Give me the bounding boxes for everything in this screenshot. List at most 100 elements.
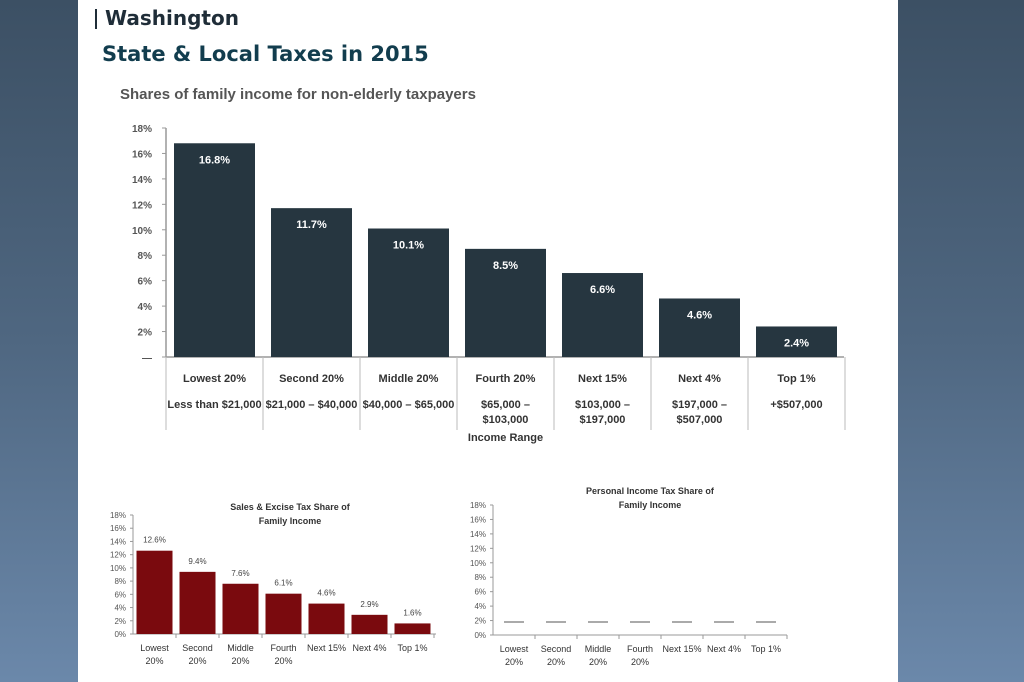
- y-tick-label: 4%: [474, 602, 486, 611]
- header-accent-bar: [95, 9, 97, 29]
- category-label: Top 1%: [751, 644, 781, 654]
- income-range-label: $197,000 –: [672, 399, 727, 411]
- y-tick-label: 12%: [132, 200, 152, 211]
- y-tick-label: 6%: [138, 277, 153, 288]
- y-tick-label: 14%: [470, 530, 486, 539]
- y-tick-label: 10%: [132, 226, 152, 237]
- y-tick-label: 14%: [110, 537, 126, 546]
- y-tick-label: 0%: [474, 631, 486, 640]
- y-tick-label: 8%: [114, 577, 126, 586]
- y-tick-label: 2%: [474, 617, 486, 626]
- bar: [222, 583, 259, 634]
- category-label: Lowest: [140, 643, 169, 653]
- chart-title: Family Income: [619, 500, 682, 510]
- data-label: 11.7%: [296, 219, 327, 231]
- y-tick-label: 12%: [110, 551, 126, 560]
- category-label: Second: [182, 643, 213, 653]
- income-range-label: $21,000 – $40,000: [266, 399, 358, 411]
- bar: [308, 603, 345, 634]
- category-label: Next 15%: [578, 373, 627, 385]
- y-tick-label: 2%: [114, 617, 126, 626]
- y-tick-label: 18%: [110, 511, 126, 520]
- y-tick-label: 10%: [470, 559, 486, 568]
- category-label: Next 4%: [352, 643, 386, 653]
- chart-title: Personal Income Tax Share of: [586, 486, 715, 496]
- bar: [465, 248, 546, 357]
- category-label: 20%: [231, 656, 249, 666]
- state-name: Washington: [105, 6, 239, 30]
- category-label: Middle: [227, 643, 254, 653]
- category-label: 20%: [274, 656, 292, 666]
- bar: [368, 228, 449, 357]
- data-label: 4.6%: [317, 589, 335, 598]
- category-label: Fourth: [627, 644, 653, 654]
- y-tick-label: 2%: [138, 328, 153, 339]
- y-tick-label: 6%: [474, 588, 486, 597]
- y-tick-label: 16%: [110, 524, 126, 533]
- bar: [351, 614, 388, 634]
- category-label: Lowest 20%: [183, 373, 246, 385]
- category-label: Top 1%: [397, 643, 427, 653]
- data-label: 6.1%: [274, 579, 292, 588]
- bar: [136, 550, 173, 634]
- category-label: 20%: [188, 656, 206, 666]
- category-label: Top 1%: [777, 373, 816, 385]
- income-range-label: +$507,000: [770, 399, 822, 411]
- chart-title: Shares of family income for non-elderly …: [120, 86, 476, 103]
- data-label: 12.6%: [143, 536, 166, 545]
- bar: [179, 571, 216, 634]
- category-label: Fourth 20%: [476, 373, 536, 385]
- page-title: State & Local Taxes in 2015: [102, 42, 429, 66]
- category-label: 20%: [505, 657, 523, 667]
- bar: [265, 593, 302, 634]
- category-label: Next 15%: [307, 643, 346, 653]
- category-label: Middle: [585, 644, 612, 654]
- bar: [271, 208, 352, 357]
- data-label: 10.1%: [393, 240, 424, 252]
- y-tick-label: 12%: [470, 544, 486, 553]
- chart-title: Family Income: [259, 516, 322, 526]
- data-label: 9.4%: [188, 557, 206, 566]
- data-label: 8.5%: [493, 260, 518, 272]
- category-label: 20%: [547, 657, 565, 667]
- category-label: Lowest: [500, 644, 529, 654]
- category-label: Next 4%: [678, 373, 721, 385]
- income-range-label: $40,000 – $65,000: [363, 399, 455, 411]
- data-label: 4.6%: [687, 309, 712, 321]
- y-tick-label: 6%: [114, 590, 126, 599]
- bar: [659, 298, 740, 357]
- category-label: Second 20%: [279, 373, 344, 385]
- y-tick-label: 8%: [474, 573, 486, 582]
- category-label: Next 15%: [662, 644, 701, 654]
- y-tick-label: —: [142, 353, 152, 364]
- bar: [562, 273, 643, 357]
- y-tick-label: 16%: [470, 515, 486, 524]
- category-label: 20%: [589, 657, 607, 667]
- y-tick-label: 18%: [470, 501, 486, 510]
- income-range-label: $507,000: [677, 414, 723, 426]
- category-label: Middle 20%: [379, 373, 439, 385]
- income-range-caption: Income Range: [468, 432, 543, 444]
- y-tick-label: 4%: [138, 302, 153, 313]
- data-label: 2.4%: [784, 337, 809, 349]
- y-tick-label: 16%: [132, 149, 152, 160]
- income-range-label: $197,000: [580, 414, 626, 426]
- bar: [756, 326, 837, 357]
- category-label: Second: [541, 644, 572, 654]
- income-range-label: $103,000: [483, 414, 529, 426]
- category-label: Fourth: [270, 643, 296, 653]
- bar: [394, 623, 431, 634]
- income-range-label: $65,000 –: [481, 399, 530, 411]
- y-tick-label: 10%: [110, 564, 126, 573]
- y-tick-label: 8%: [138, 251, 153, 262]
- y-tick-label: 18%: [132, 124, 152, 135]
- income-range-label: Less than $21,000: [167, 399, 261, 411]
- income-range-label: $103,000 –: [575, 399, 630, 411]
- data-label: 16.8%: [199, 154, 230, 166]
- y-tick-label: 0%: [114, 630, 126, 639]
- data-label: 6.6%: [590, 284, 615, 296]
- data-label: 1.6%: [403, 608, 421, 617]
- category-label: Next 4%: [707, 644, 741, 654]
- data-label: 7.6%: [231, 569, 249, 578]
